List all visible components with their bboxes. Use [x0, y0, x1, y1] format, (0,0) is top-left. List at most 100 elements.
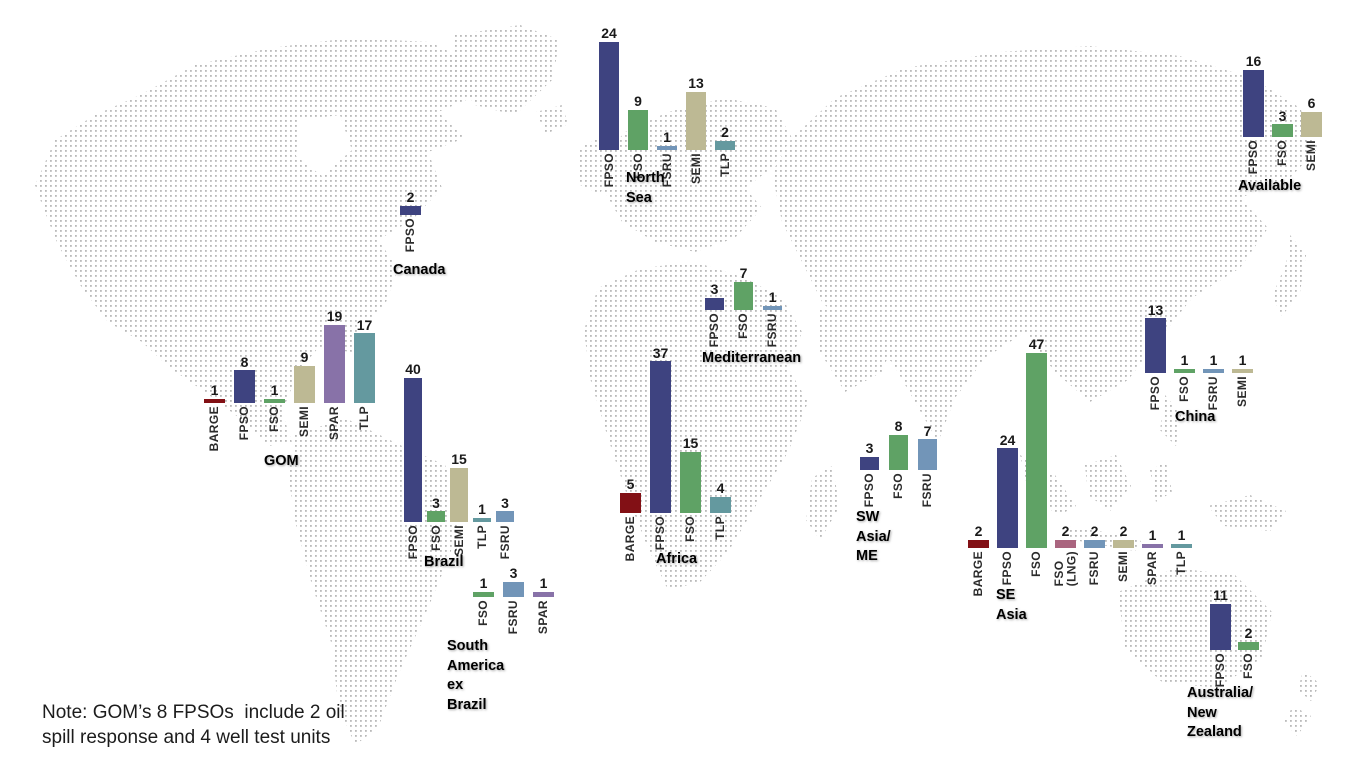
bar-column-fsru: 1: [657, 130, 677, 150]
bar-value-fso: 15: [682, 434, 699, 451]
label-column-fpso: FPSO: [1243, 140, 1264, 174]
bar-value-semi: 13: [688, 74, 704, 91]
bar-column-fsru: 2: [1084, 524, 1105, 548]
region-label-brazil: Brazil: [424, 554, 464, 570]
bar-type-label-fpso: FPSO: [403, 218, 418, 253]
bar-value-barge: 1: [210, 382, 219, 399]
bar-type-label-fso: FSO: [476, 600, 491, 626]
bar-column-fsru: 7: [918, 423, 937, 470]
continent-australia: [1118, 568, 1320, 736]
bar-type-label-fso-lng: FSO (LNG): [1051, 551, 1079, 587]
label-column-barge: BARGE: [204, 406, 225, 451]
label-column-fso-lng: FSO (LNG): [1051, 551, 1079, 596]
label-column-fsru: FSRU: [918, 473, 937, 507]
continent-se-asia-islands: [1020, 395, 1286, 551]
bar-type-label-fpso: FPSO: [1000, 551, 1015, 586]
bar-value-fpso: 11: [1213, 587, 1228, 604]
bar-column-tlp: 1: [473, 502, 491, 522]
bar-column-tlp: 1: [1171, 528, 1192, 548]
bar-value-semi: 1: [1238, 352, 1247, 369]
label-column-fpso: FPSO: [1210, 653, 1231, 687]
bar-type-label-fpso: FPSO: [1148, 376, 1163, 411]
bar-fso: [264, 398, 285, 403]
continent-asia: [772, 46, 1318, 442]
bars-row: 11 2: [1210, 588, 1259, 650]
bars-row: 2 24 47 2 2 2 1 1: [968, 337, 1192, 548]
bar-value-semi: 2: [1119, 523, 1128, 540]
label-column-tlp: TLP: [710, 516, 731, 561]
label-column-fso: FSO: [264, 406, 285, 451]
label-column-fso: FSO: [1238, 653, 1259, 687]
bar-type-label-fso: FSO: [1241, 653, 1256, 679]
label-column-barge: BARGE: [968, 551, 989, 596]
bar-column-fpso: 2: [400, 190, 421, 215]
bar-value-fpso: 24: [999, 431, 1016, 448]
label-column-fsru: FSRU: [1203, 376, 1224, 410]
bar-column-semi: 1: [1232, 353, 1253, 373]
bar-fsru: [918, 439, 937, 470]
bar-value-fso: 3: [432, 494, 440, 511]
bar-value-fpso: 3: [865, 440, 874, 457]
labels-row: FSO FSRU SPAR: [473, 600, 554, 634]
bar-column-fso: 15: [680, 436, 701, 513]
bar-column-fso: 3: [1272, 109, 1293, 137]
continent-europe: [536, 98, 792, 252]
bar-fpso: [599, 42, 619, 150]
labels-row: FPSO FSO: [1210, 653, 1259, 687]
bar-fpso: [650, 361, 671, 513]
bar-column-semi: 9: [294, 350, 315, 403]
labels-row: BARGE FPSO FSO SEMI SPAR TLP: [204, 406, 375, 451]
bar-type-label-fsru: FSRU: [765, 313, 780, 348]
bar-column-fsru: 3: [496, 495, 514, 522]
bar-value-barge: 5: [626, 475, 635, 492]
label-column-fso: FSO: [1174, 376, 1195, 410]
label-column-fsru: FSRU: [503, 600, 524, 634]
label-column-fso: FSO: [1272, 140, 1293, 174]
bar-tlp: [1171, 543, 1192, 548]
label-column-fsru: FSRU: [763, 313, 782, 347]
region-label-north-sea: North Sea: [626, 170, 665, 206]
footnote: Note: GOM’s 8 FPSOs include 2 oil spill …: [42, 702, 345, 749]
label-column-semi: SEMI: [294, 406, 315, 451]
bar-value-fso: 7: [739, 265, 748, 282]
label-column-fpso: FPSO: [1145, 376, 1166, 410]
label-column-spar: SPAR: [533, 600, 554, 634]
bar-fsru: [1084, 539, 1105, 548]
bar-value-fso: 1: [1180, 352, 1189, 369]
bar-fsru: [763, 306, 782, 310]
bar-column-spar: 1: [1142, 528, 1163, 548]
bars-row: 16 3 6: [1243, 54, 1322, 137]
bar-type-label-fsru: FSRU: [1087, 551, 1102, 586]
label-column-semi: SEMI: [1113, 551, 1134, 596]
bar-value-fsru: 1: [663, 128, 671, 145]
continent-africa: [584, 262, 840, 590]
region-label-mediterranean: Mediterranean: [702, 350, 802, 366]
bar-fso: [427, 511, 445, 522]
bar-value-spar: 1: [1148, 527, 1157, 544]
label-column-tlp: TLP: [715, 153, 735, 187]
bar-column-barge: 1: [204, 383, 225, 403]
bar-fpso: [860, 456, 879, 470]
bars-row: 24 9 1 13 2: [599, 26, 735, 150]
bar-column-semi: 15: [450, 452, 468, 522]
bar-fpso: [1145, 318, 1166, 373]
labels-row: FPSO FSO SEMI: [1243, 140, 1322, 174]
bars-row: 13 1 1 1: [1145, 303, 1253, 373]
label-column-fso: FSO: [889, 473, 908, 507]
continent-north-america: [35, 38, 478, 446]
region-label-canada: Canada: [393, 262, 446, 278]
bar-type-label-fsru: FSRU: [920, 473, 935, 508]
bar-type-label-semi: SEMI: [297, 406, 312, 437]
bar-column-fso-lng: 2: [1055, 524, 1076, 548]
bar-fsru: [496, 511, 514, 522]
label-column-fpso: FPSO: [860, 473, 879, 507]
bar-fso: [628, 109, 648, 150]
bars-row: 5 37 15 4: [620, 345, 731, 513]
bar-value-fsru: 2: [1090, 523, 1099, 540]
bars-row: 3 8 7: [860, 419, 937, 470]
region-label-gom: GOM: [264, 453, 299, 469]
bar-value-fpso: 2: [406, 189, 415, 206]
bar-value-fso: 1: [479, 575, 488, 592]
bar-type-label-fso: FSO: [1177, 376, 1192, 402]
